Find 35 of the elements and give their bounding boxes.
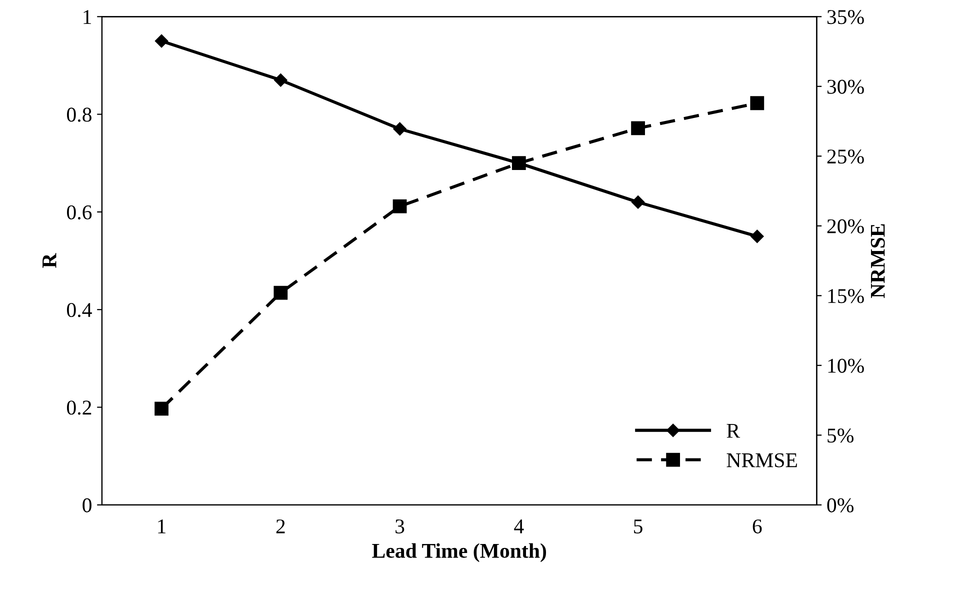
point	[631, 196, 645, 209]
y2-tick-label: 15%	[828, 289, 864, 304]
y-tick-label: 0.4	[67, 302, 92, 318]
y2-tick-label: 5%	[828, 428, 854, 443]
x-tick-label: 1	[158, 519, 166, 534]
x-tick-label: 2	[276, 519, 285, 534]
x-tick-label: 5	[634, 520, 642, 534]
y2-tick-label: 20%	[827, 219, 864, 234]
point	[750, 230, 764, 243]
y2-axis-title: NRMSE	[870, 224, 885, 298]
point	[154, 402, 168, 416]
y2-tick-label: 0%	[827, 498, 854, 512]
y-tick-label: 0.8	[67, 108, 92, 122]
y-axis-title: R	[42, 253, 56, 268]
x-tick-label: 4	[514, 520, 524, 534]
y2-tick-label: 25%	[827, 150, 864, 164]
y2-tick-label: 35%	[827, 10, 864, 24]
point	[392, 199, 407, 214]
point	[631, 121, 645, 136]
legend-label: NRMSE	[726, 453, 797, 468]
y-tick-label: 0	[82, 498, 92, 512]
point	[274, 74, 288, 87]
y-tick-label: 1	[84, 10, 91, 24]
point	[393, 122, 406, 136]
y-tick-label: 0.6	[67, 205, 92, 220]
y2-tick-label: 30%	[827, 80, 864, 94]
x-axis-title: Lead Time (Month)	[372, 543, 546, 562]
point	[274, 286, 288, 300]
x-tick-label: 3	[396, 519, 404, 534]
point	[750, 96, 764, 110]
legend-label: R	[726, 424, 740, 438]
x-tick-label: 6	[752, 519, 762, 534]
y2-tick-label: 10%	[828, 358, 864, 373]
point	[154, 34, 168, 48]
y-tick-label: 0.2	[67, 400, 92, 415]
